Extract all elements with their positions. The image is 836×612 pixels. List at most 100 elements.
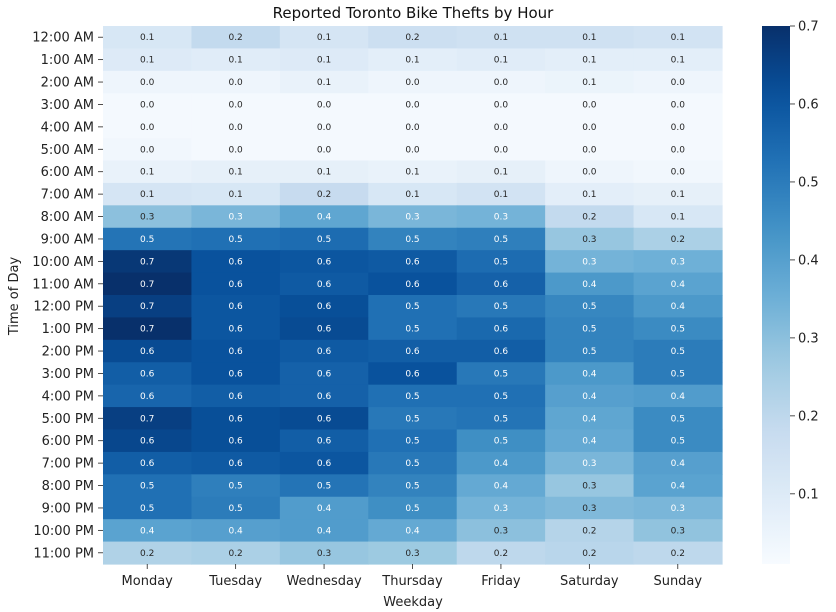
heatmap-cell <box>545 339 635 363</box>
y-tick-label: 3:00 AM <box>41 98 94 113</box>
x-tick-label: Wednesday <box>286 574 362 589</box>
heatmap-cell <box>279 339 369 363</box>
heatmap-cell <box>191 474 281 498</box>
cell-annotation: 0.0 <box>494 145 509 155</box>
cell-annotation: 0.2 <box>228 549 242 559</box>
heatmap-cell <box>633 496 723 520</box>
colorbar <box>762 26 790 564</box>
heatmap-cell <box>545 272 635 296</box>
y-axis-ticks: 12:00 AM 1:00 AM 2:00 AM 3:00 AM 4:00 AM 5:00… <box>32 31 103 561</box>
heatmap-cell <box>545 138 635 162</box>
heatmap-cell <box>545 227 635 251</box>
heatmap-cell <box>456 384 546 408</box>
cell-annotation: 0.0 <box>405 123 420 133</box>
cell-annotation: 0.1 <box>228 168 242 178</box>
heatmap-cell <box>456 295 546 319</box>
cell-annotation: 0.5 <box>140 482 154 492</box>
heatmap-cell <box>456 48 546 72</box>
heatmap-cell <box>103 160 193 184</box>
heatmap-cell <box>103 272 193 296</box>
cell-annotation: 0.6 <box>317 325 332 335</box>
heatmap-cell <box>279 205 369 229</box>
cell-annotation: 0.6 <box>228 280 243 290</box>
cell-annotation: 0.6 <box>317 392 332 402</box>
colorbar-ticks: 0.1 0.2 0.3 0.4 0.5 0.6 0.7 <box>790 20 819 502</box>
cell-annotation: 0.2 <box>228 33 242 43</box>
y-tick-label: 10:00 AM <box>32 255 94 270</box>
cell-annotation: 0.0 <box>671 145 686 155</box>
y-tick-label: 6:00 PM <box>42 434 94 449</box>
heatmap-cell <box>279 451 369 475</box>
cell-annotation: 0.5 <box>582 302 596 312</box>
cell-annotation: 0.5 <box>671 325 685 335</box>
y-tick-label: 6:00 AM <box>41 165 94 180</box>
cell-annotation: 0.1 <box>140 56 154 66</box>
x-tick-label: Monday <box>122 574 174 589</box>
heatmap-cell <box>103 429 193 453</box>
heatmap-cell <box>191 160 281 184</box>
heatmap-cell <box>279 474 369 498</box>
cell-annotation: 0.0 <box>317 123 332 133</box>
heatmap-cell <box>545 317 635 341</box>
heatmap-cell <box>368 496 458 520</box>
heatmap-cell <box>633 429 723 453</box>
heatmap-cell <box>279 362 369 386</box>
y-tick-label: 4:00 PM <box>42 389 94 404</box>
x-tick-label: Tuesday <box>208 574 262 589</box>
colorbar-tick-label: 0.7 <box>798 20 819 35</box>
y-tick-label: 12:00 PM <box>33 300 94 315</box>
colorbar-tick-label: 0.4 <box>798 253 819 268</box>
cell-annotation: 0.5 <box>317 235 331 245</box>
cell-annotation: 0.3 <box>317 549 331 559</box>
x-tick-label: Friday <box>481 574 521 589</box>
heatmap-cell <box>456 93 546 117</box>
cell-annotation: 0.3 <box>582 235 596 245</box>
cell-annotation: 0.1 <box>671 213 685 223</box>
heatmap-cell <box>103 93 193 117</box>
heatmap-cell <box>633 205 723 229</box>
heatmap-cell <box>633 93 723 117</box>
cell-annotation: 0.1 <box>582 190 596 200</box>
cell-annotation: 0.6 <box>494 325 509 335</box>
heatmap-cell <box>633 48 723 72</box>
heatmap-cell <box>191 272 281 296</box>
cell-annotation: 0.5 <box>494 437 508 447</box>
y-tick-label: 10:00 PM <box>33 524 94 539</box>
heatmap-cell <box>545 93 635 117</box>
cell-annotation: 0.0 <box>140 100 155 110</box>
cell-annotation: 0.0 <box>140 123 155 133</box>
colorbar-tick-label: 0.6 <box>798 97 819 112</box>
heatmap-cell <box>191 182 281 206</box>
heatmap-cell <box>633 339 723 363</box>
heatmap-cell <box>279 227 369 251</box>
heatmap-cell <box>633 26 723 50</box>
heatmap-cell <box>633 250 723 274</box>
cell-annotation: 0.4 <box>228 526 243 536</box>
heatmap-cell <box>368 541 458 565</box>
heatmap-cell <box>633 317 723 341</box>
cell-annotation: 0.5 <box>494 369 508 379</box>
heatmap-cell <box>633 272 723 296</box>
heatmap-cell <box>103 295 193 319</box>
cell-annotation: 0.0 <box>671 100 686 110</box>
heatmap-cell <box>368 317 458 341</box>
cell-annotation: 0.0 <box>140 78 155 88</box>
chart-title: Reported Toronto Bike Thefts by Hour <box>273 4 554 22</box>
heatmap-cell <box>279 541 369 565</box>
heatmap-cell <box>545 295 635 319</box>
heatmap-cell <box>456 541 546 565</box>
cell-annotation: 0.6 <box>228 414 243 424</box>
cell-annotation: 0.1 <box>228 190 242 200</box>
cell-annotation: 0.1 <box>494 190 508 200</box>
cell-annotation: 0.1 <box>494 168 508 178</box>
y-tick-label: 1:00 PM <box>42 322 94 337</box>
cell-annotation: 0.0 <box>582 145 597 155</box>
heatmap-cell <box>103 362 193 386</box>
cell-annotation: 0.5 <box>228 235 242 245</box>
cell-annotation: 0.6 <box>140 347 155 357</box>
heatmap-cell <box>368 93 458 117</box>
heatmap-cell <box>191 519 281 543</box>
cell-annotation: 0.4 <box>317 526 332 536</box>
cell-annotation: 0.6 <box>317 369 332 379</box>
cell-annotation: 0.5 <box>405 414 419 424</box>
